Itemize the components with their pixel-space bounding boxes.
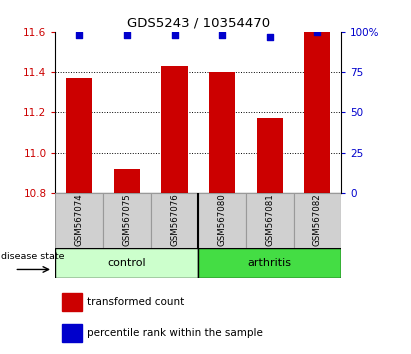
Bar [103, 193, 151, 248]
Bar [162, 66, 187, 193]
Point [76, 32, 83, 38]
Bar [114, 169, 140, 193]
Bar [246, 193, 293, 248]
Text: control: control [108, 258, 146, 268]
Bar [256, 119, 283, 193]
Point [314, 29, 321, 35]
Point [266, 34, 273, 40]
Text: GSM567075: GSM567075 [122, 193, 132, 246]
Text: GSM567076: GSM567076 [170, 193, 179, 246]
Bar [62, 293, 82, 312]
Text: transformed count: transformed count [87, 297, 184, 307]
Bar [198, 193, 246, 248]
Point [124, 32, 130, 38]
Point [219, 32, 225, 38]
Text: GSM567074: GSM567074 [75, 193, 84, 246]
Bar [209, 72, 235, 193]
Bar [151, 193, 198, 248]
Bar [293, 193, 341, 248]
Point [171, 32, 178, 38]
Bar [62, 324, 82, 342]
Bar [66, 78, 92, 193]
Text: GSM567081: GSM567081 [265, 193, 274, 246]
Bar [55, 193, 103, 248]
Text: GSM567082: GSM567082 [313, 193, 322, 246]
Bar [304, 32, 330, 193]
Text: disease state: disease state [1, 252, 65, 261]
Text: GSM567080: GSM567080 [217, 193, 226, 246]
Text: arthritis: arthritis [248, 258, 292, 268]
Text: percentile rank within the sample: percentile rank within the sample [87, 328, 263, 338]
Bar [55, 248, 198, 278]
Bar [198, 248, 341, 278]
Title: GDS5243 / 10354470: GDS5243 / 10354470 [127, 16, 270, 29]
